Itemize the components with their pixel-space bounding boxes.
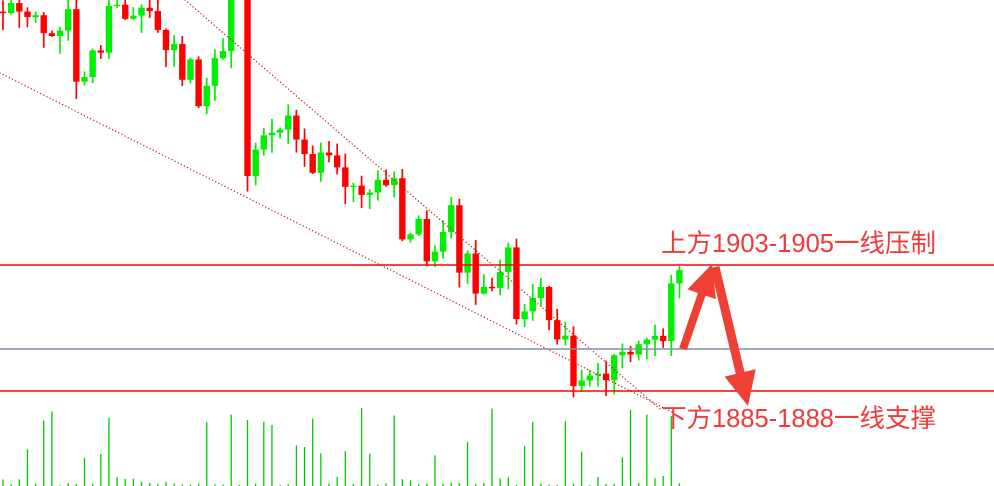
svg-text:下方1885-1888一线支撑: 下方1885-1888一线支撑 [661,405,936,433]
svg-text:上方1903-1905一线压制: 上方1903-1905一线压制 [661,230,936,258]
